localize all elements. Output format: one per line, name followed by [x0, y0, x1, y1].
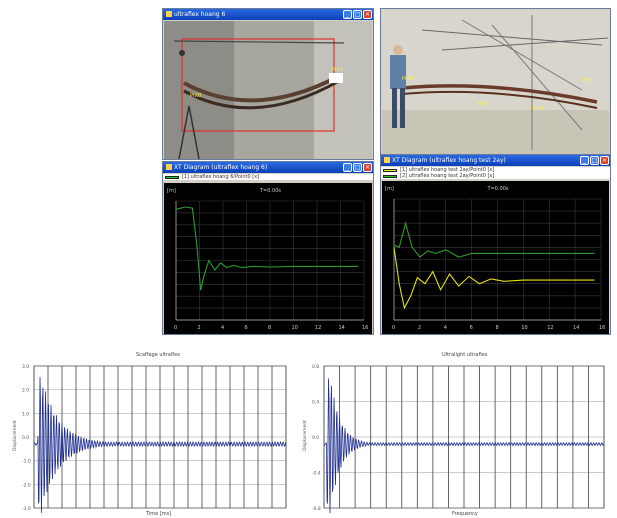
close-icon[interactable]: × [600, 156, 609, 165]
xt-diagram-window-2[interactable]: XT Diagram (ultraflex hoang test 2ay) _ … [380, 154, 611, 335]
minimize-icon[interactable]: _ [343, 10, 352, 19]
x-tick-label: 12 [547, 325, 553, 331]
video-window-1-title: ultraflex hoang 6 [174, 11, 226, 18]
diagram-2-legend: [1] ultraflex hoang test 2ay/Point0 [x] … [381, 167, 610, 179]
diagram-icon [384, 157, 390, 163]
video-window-2[interactable]: Pnt0 Pnt1 Pnt2 Pnt3 [380, 8, 611, 160]
y-axis-label: Displacement [12, 420, 18, 451]
y-tick-label: -1.0 [22, 459, 31, 465]
app-icon [166, 11, 172, 17]
close-icon[interactable]: × [363, 10, 372, 19]
plot-title: T=0.00s [487, 186, 509, 192]
unit-label: [m] [385, 186, 394, 192]
video-frame-2-image: Pnt0 Pnt1 Pnt2 Pnt3 [382, 10, 609, 159]
legend-entry: [2] ultraflex hoang test 2ay/Point0 [x] [381, 173, 610, 179]
y-tick-label: 0.0 [22, 435, 29, 441]
y-tick-label: 0.8 [312, 364, 319, 370]
x-tick-label: 4 [221, 325, 224, 331]
x-tick-label: 14 [339, 325, 345, 331]
x-tick-label: 6 [245, 325, 248, 331]
y-tick-label: -2.0 [22, 482, 31, 488]
series-line-1 [175, 206, 359, 291]
bottom-right-title: Ultralight ultraflex [442, 352, 488, 358]
diagram-1-titlebar[interactable]: XT Diagram (ultraflex hoang 6) [163, 162, 373, 173]
legend-swatch [165, 175, 179, 179]
x-tick-label: 16 [599, 325, 605, 331]
unit-label: [m] [167, 188, 176, 194]
diagram-1-legend: [1] ultraflex hoang 6/Point0 [x] [163, 174, 373, 180]
svg-text:Pnt2: Pnt2 [477, 101, 488, 107]
x-tick-label: 4 [444, 325, 447, 331]
y-tick-label: -0.8 [312, 506, 321, 512]
bottom-left-chart: Scaffage ultraflex 3.0 2.0 1.0 0.0 -1.0 -2.0 -… [8, 352, 294, 518]
x-tick-label: 8 [268, 325, 271, 331]
bottom-left-xlabel: Time [ms] [146, 511, 172, 517]
svg-text:Pnt3: Pnt3 [532, 106, 543, 112]
series-line-2 [393, 247, 595, 310]
x-tick-label: 16 [362, 325, 368, 331]
x-tick-label: 12 [315, 325, 321, 331]
y-tick-label: 0.4 [312, 400, 319, 406]
x-tick-label: 14 [573, 325, 579, 331]
svg-text:Pnt1: Pnt1 [332, 67, 343, 73]
svg-text:Pnt1: Pnt1 [582, 78, 593, 84]
x-tick-label: 6 [470, 325, 473, 331]
signal-trace [33, 376, 287, 513]
y-tick-label: 0.0 [312, 435, 319, 441]
y-tick-label: -0.4 [312, 471, 321, 477]
x-tick-label: 0 [174, 325, 177, 331]
svg-text:Pnt0: Pnt0 [402, 76, 413, 82]
minimize-icon[interactable]: _ [580, 156, 589, 165]
bottom-right-chart: Ultralight ultraflex 0.8 0.4 0.0 -0.4 -0.8 Di… [302, 352, 612, 518]
diagram-2-titlebar[interactable]: XT Diagram (ultraflex hoang test 2ay) [381, 155, 610, 166]
bottom-right-xlabel: Frequency [452, 511, 478, 517]
diagram-2-plot: [m] T=0.00s 0 2 4 6 8 10 12 14 16 [382, 181, 609, 334]
series-line-1 [393, 221, 595, 258]
x-tick-label: 10 [521, 325, 527, 331]
maximize-icon[interactable]: □ [353, 163, 362, 172]
signal-trace [323, 378, 605, 514]
video-frame-2: Pnt0 Pnt1 Pnt2 Pnt3 [382, 10, 609, 159]
plot-title: T=0.00s [259, 188, 281, 194]
x-tick-label: 8 [496, 325, 499, 331]
legend-swatch [383, 174, 397, 178]
video-frame-1-image: Pnt0 Pnt1 [164, 21, 372, 159]
y-tick-label: -3.0 [22, 506, 31, 512]
close-icon[interactable]: × [363, 163, 372, 172]
xt-diagram-window-1[interactable]: XT Diagram (ultraflex hoang 6) _ □ × [1]… [162, 161, 374, 335]
video-window-1[interactable]: ultraflex hoang 6 _ □ × Pnt0 Pnt1 [162, 8, 374, 160]
legend-entry: [1] ultraflex hoang test 2ay/Point0 [x] [381, 167, 610, 173]
legend-label: [1] ultraflex hoang test 2ay/Point0 [x] [400, 167, 495, 173]
diagram-1-plot: [m] T=0.00s 0 2 4 6 8 10 12 14 16 [164, 183, 372, 334]
legend-entry: [1] ultraflex hoang 6/Point0 [x] [163, 174, 373, 180]
diagram-icon [166, 164, 172, 170]
y-tick-label: 2.0 [22, 388, 29, 394]
x-tick-label: 10 [292, 325, 298, 331]
diagram-1-title: XT Diagram (ultraflex hoang 6) [174, 164, 268, 171]
minimize-icon[interactable]: _ [343, 163, 352, 172]
maximize-icon[interactable]: □ [353, 10, 362, 19]
bottom-left-title: Scaffage ultraflex [136, 352, 181, 358]
x-tick-label: 0 [392, 325, 395, 331]
y-tick-label: 1.0 [22, 411, 29, 417]
legend-label: [1] ultraflex hoang 6/Point0 [x] [182, 174, 260, 180]
video-window-1-titlebar[interactable]: ultraflex hoang 6 [163, 9, 373, 20]
diagram-2-title: XT Diagram (ultraflex hoang test 2ay) [392, 157, 506, 164]
svg-text:Pnt0: Pnt0 [190, 93, 201, 99]
y-axis-label: Displacement [302, 420, 308, 451]
y-tick-label: 3.0 [22, 364, 29, 370]
legend-swatch [383, 168, 397, 172]
x-tick-label: 2 [198, 325, 201, 331]
video-frame-1: Pnt0 Pnt1 [164, 21, 372, 159]
maximize-icon[interactable]: □ [590, 156, 599, 165]
legend-label: [2] ultraflex hoang test 2ay/Point0 [x] [400, 173, 495, 179]
x-tick-label: 2 [418, 325, 421, 331]
